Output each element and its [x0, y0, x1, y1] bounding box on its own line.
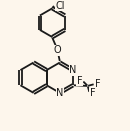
Text: Cl: Cl [55, 1, 65, 11]
Text: F: F [95, 79, 100, 89]
Text: N: N [69, 65, 77, 75]
Text: F: F [77, 76, 82, 86]
Text: O: O [54, 45, 61, 55]
Text: N: N [56, 88, 63, 98]
Text: F: F [90, 88, 95, 98]
